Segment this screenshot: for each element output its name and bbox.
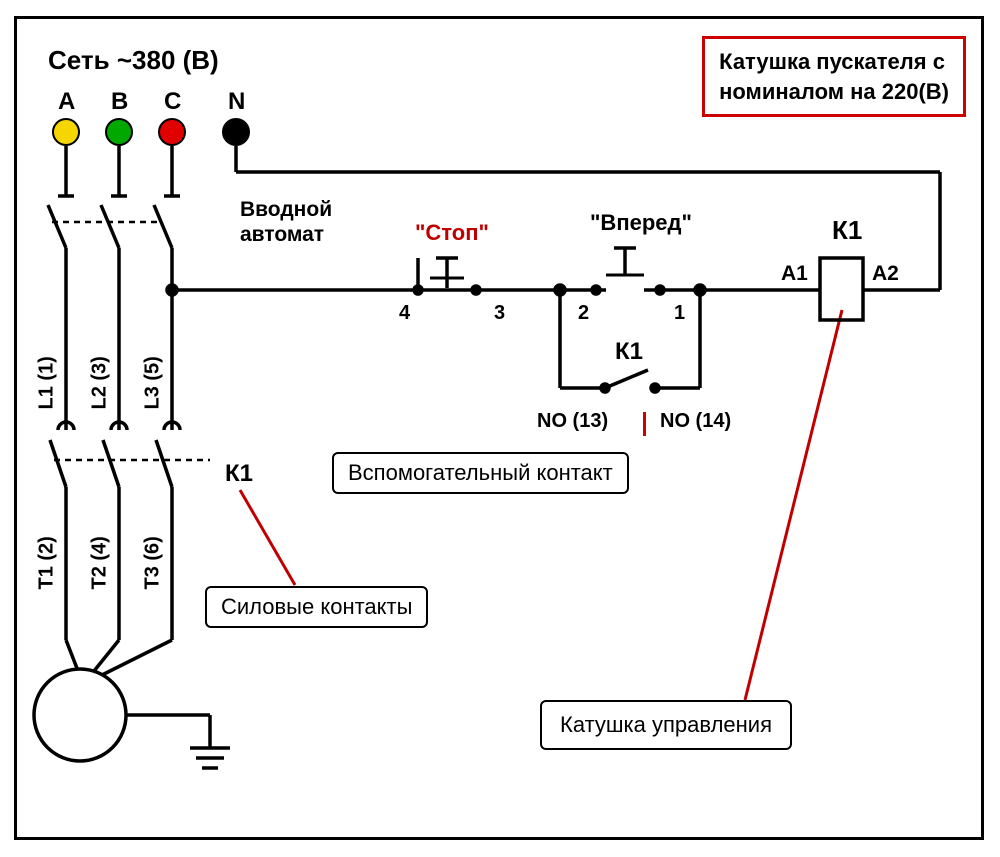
schematic-wires (0, 0, 1000, 857)
